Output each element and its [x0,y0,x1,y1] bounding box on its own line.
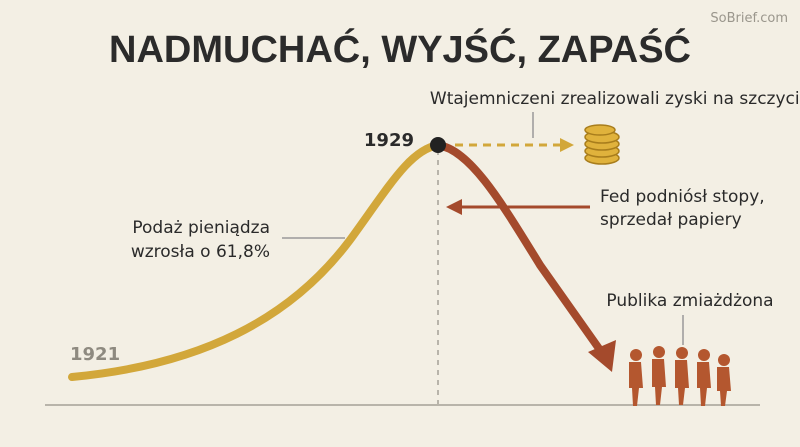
fed-label: Fed podniósł stopy, [600,187,765,207]
coins [584,124,620,165]
money-label: wzrosła o 61,8% [131,242,270,262]
public-label: Publika zmiażdżona [606,291,773,311]
crowd [629,346,731,406]
insiders-label: Wtajemniczeni zrealizowali zyski na szcz… [430,89,800,109]
peak-year: 1929 [364,130,414,151]
profit-arrowhead [560,138,574,152]
title: NADMUCHAĆ, WYJŚĆ, ZAPAŚĆ [109,27,691,71]
fed-label: sprzedał papiery [600,210,742,230]
rise-curve [68,141,442,381]
fed-arrowhead [446,199,462,215]
fall-arrowhead [588,340,616,372]
fall-curve [434,141,604,354]
watermark: SoBrief.com [710,11,788,26]
money-label: Podaż pieniądza [132,218,270,238]
start-year: 1921 [70,344,120,365]
peak-dot [430,137,446,153]
